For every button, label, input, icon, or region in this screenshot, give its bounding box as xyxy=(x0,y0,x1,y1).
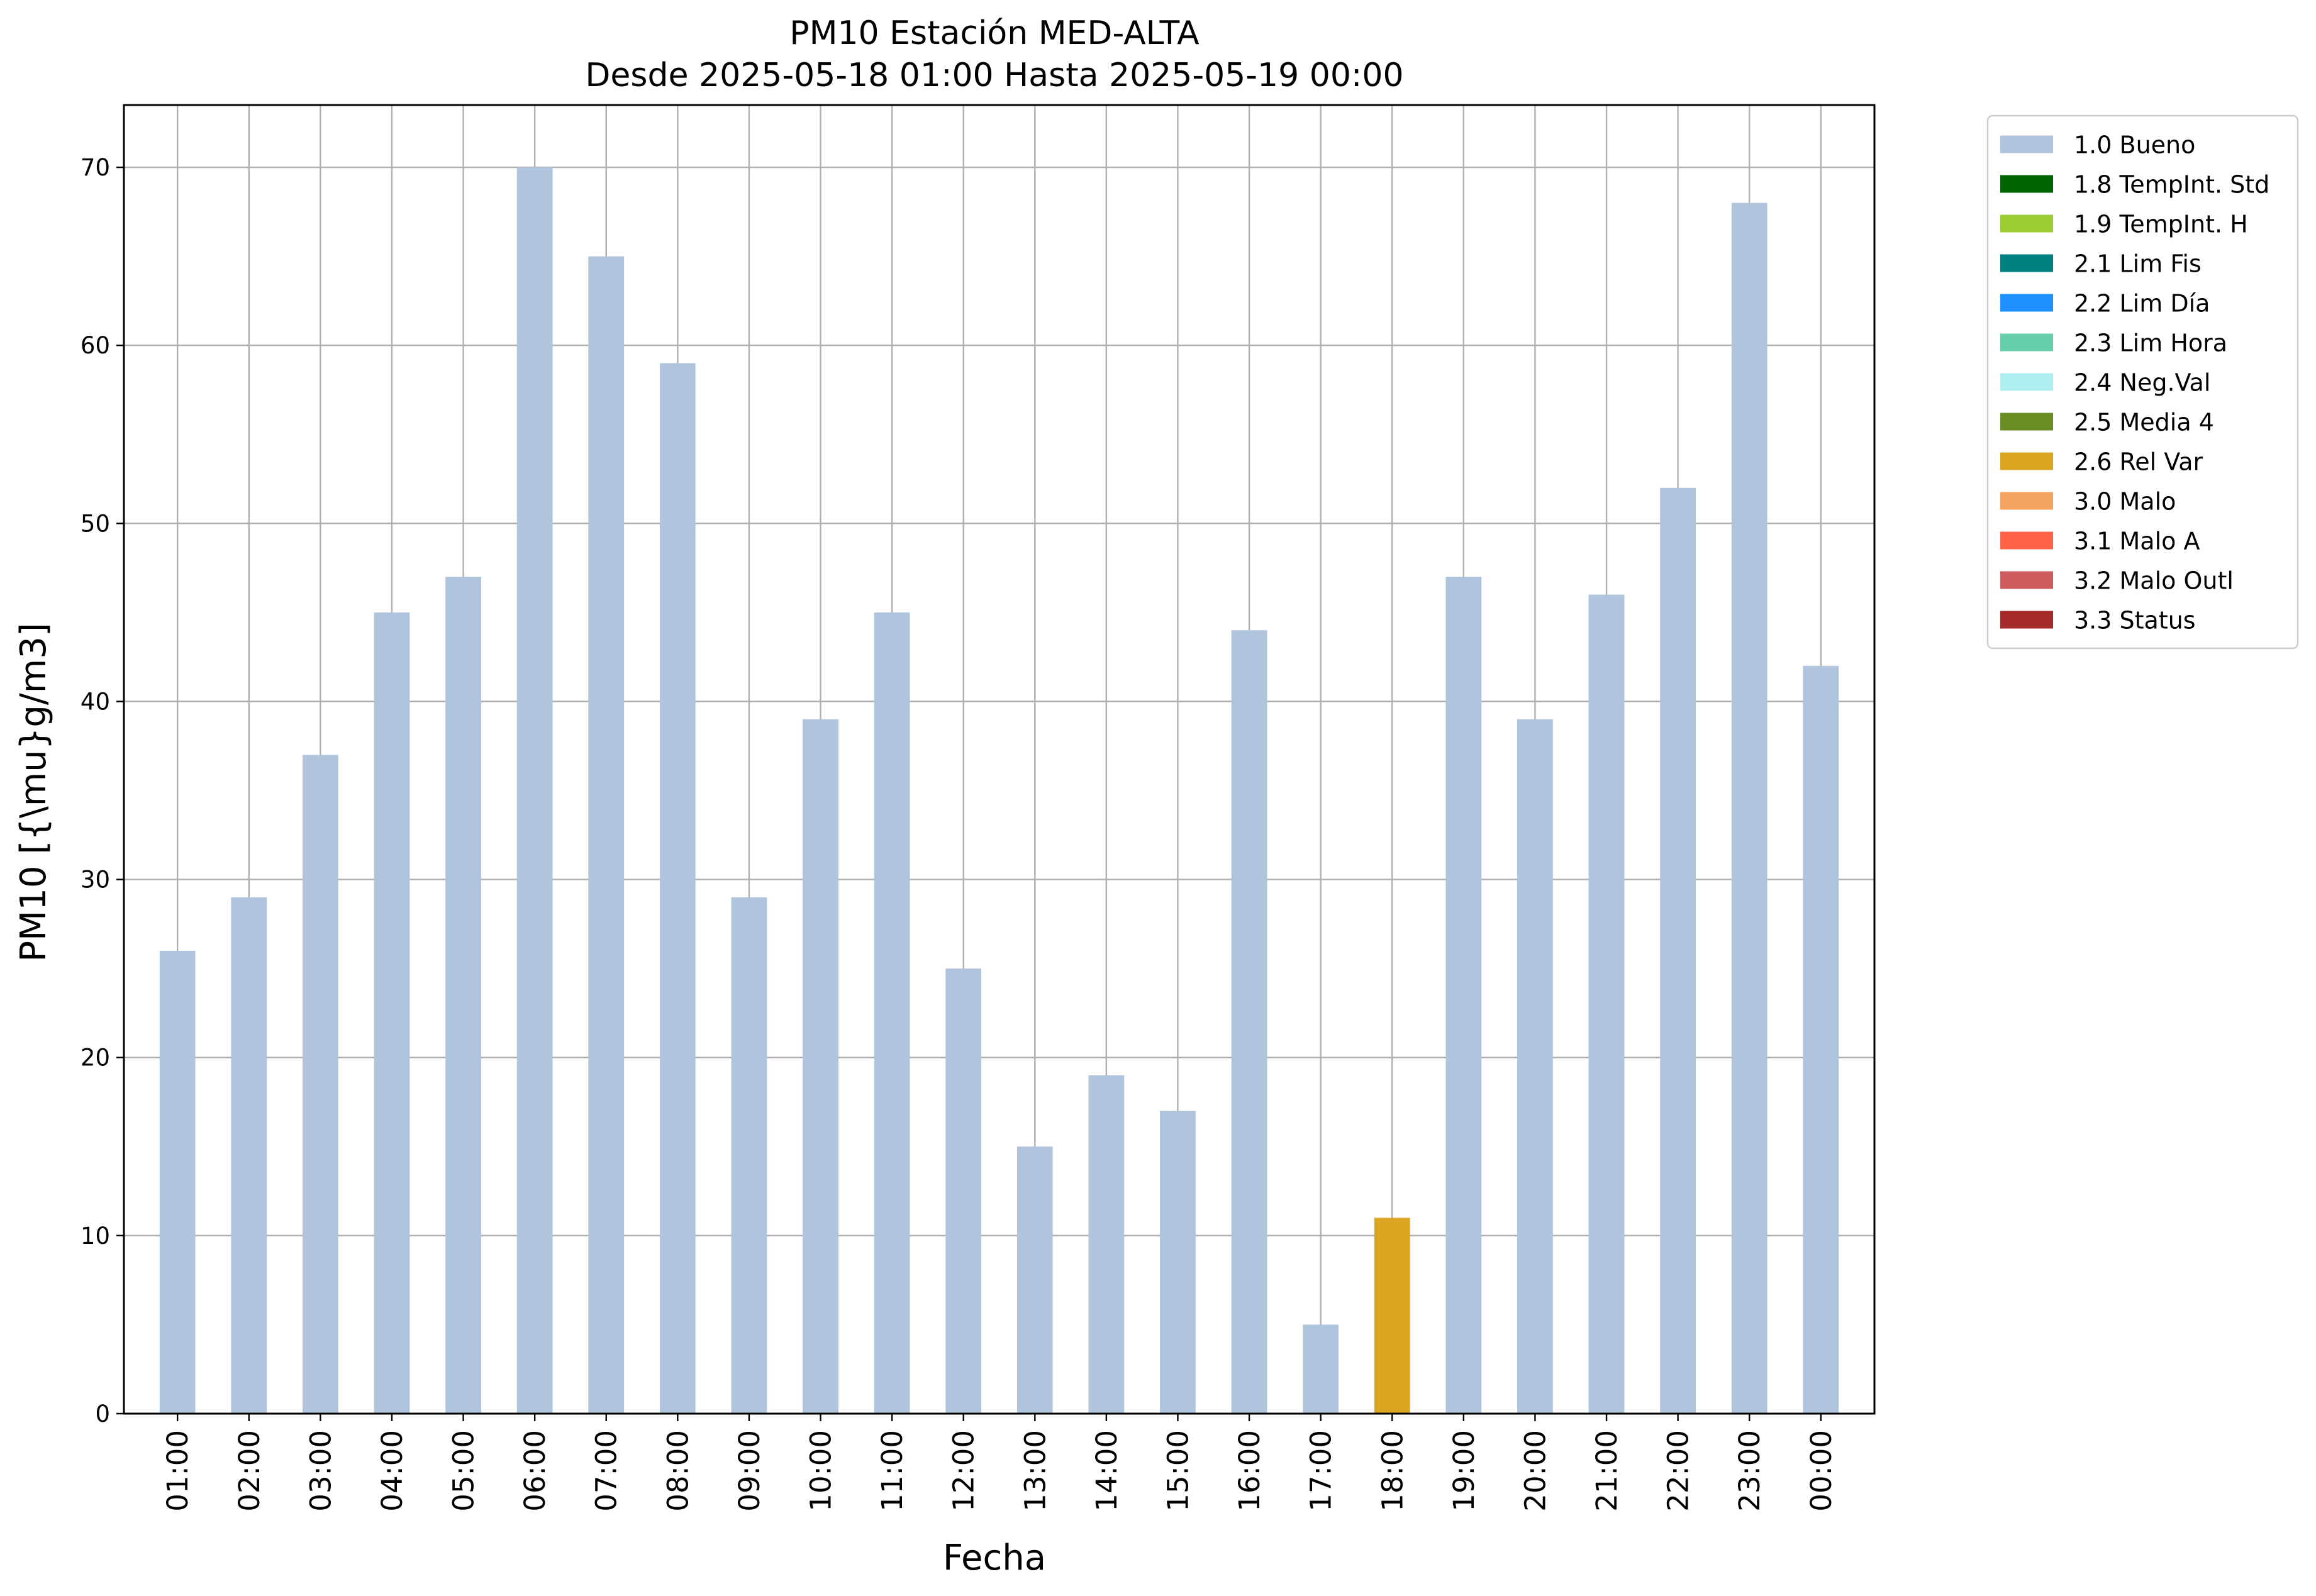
y-tick-label: 60 xyxy=(81,332,110,359)
bar-06:00 xyxy=(516,167,553,1414)
x-tick-label: 11:00 xyxy=(876,1430,909,1512)
bar-21:00 xyxy=(1588,594,1625,1414)
bar-15:00 xyxy=(1160,1111,1196,1414)
y-tick-label: 20 xyxy=(81,1045,110,1072)
legend-label: 1.9 TempInt. H xyxy=(2074,211,2248,238)
x-tick-label: 05:00 xyxy=(447,1430,481,1512)
legend-label: 1.8 TempInt. Std xyxy=(2074,171,2269,199)
x-tick-label: 21:00 xyxy=(1590,1430,1623,1512)
x-tick-label: 16:00 xyxy=(1233,1430,1266,1512)
bar-16:00 xyxy=(1231,630,1267,1414)
legend: 1.0 Bueno 1.8 TempInt. Std 1.9 TempInt. H 2… xyxy=(1986,114,2299,650)
legend-label: 3.1 Malo A xyxy=(2074,528,2200,555)
chart-subtitle: Desde 2025-05-18 01:00 Hasta 2025-05-19 … xyxy=(585,57,1403,94)
x-tick-label: 03:00 xyxy=(304,1430,337,1512)
x-tick-label: 04:00 xyxy=(376,1430,409,1512)
x-tick-label: 07:00 xyxy=(590,1430,623,1512)
x-tick-label: 10:00 xyxy=(804,1430,838,1512)
legend-label: 2.6 Rel Var xyxy=(2074,448,2203,476)
legend-swatch xyxy=(2000,492,2053,510)
bar-14:00 xyxy=(1088,1075,1125,1414)
bar-05:00 xyxy=(445,577,481,1414)
bar-09:00 xyxy=(731,897,767,1414)
bars xyxy=(159,167,1839,1414)
x-axis-ticks: 01:00 02:00 03:00 04:00 05:00 06:00 07:00 08:00… xyxy=(161,1414,1838,1512)
x-tick-label: 19:00 xyxy=(1447,1430,1481,1512)
bar-03:00 xyxy=(302,755,338,1414)
x-tick-label: 12:00 xyxy=(947,1430,981,1512)
x-tick-label: 09:00 xyxy=(733,1430,766,1512)
bar-22:00 xyxy=(1660,487,1696,1414)
legend-swatch xyxy=(2000,254,2053,272)
bar-10:00 xyxy=(803,719,838,1414)
legend-swatch xyxy=(2000,611,2053,629)
y-tick-label: 50 xyxy=(81,510,110,537)
legend-label: 3.0 Malo xyxy=(2074,488,2176,516)
y-tick-label: 70 xyxy=(81,154,110,181)
legend-label: 2.5 Media 4 xyxy=(2074,409,2214,436)
y-tick-label: 40 xyxy=(81,688,110,715)
legend-box xyxy=(1986,114,2299,650)
x-tick-label: 17:00 xyxy=(1305,1430,1338,1512)
x-tick-label: 15:00 xyxy=(1161,1430,1194,1512)
x-tick-label: 02:00 xyxy=(233,1430,266,1512)
x-axis-label: Fecha xyxy=(943,1538,1046,1578)
legend-label: 2.3 Lim Hora xyxy=(2074,330,2227,357)
legend-swatch xyxy=(2000,333,2053,352)
bar-00:00 xyxy=(1803,665,1839,1414)
bar-23:00 xyxy=(1731,202,1768,1414)
bar-08:00 xyxy=(659,363,696,1414)
legend-label: 2.1 Lim Fis xyxy=(2074,250,2202,278)
plot-frame xyxy=(123,104,1876,1415)
bar-17:00 xyxy=(1303,1324,1339,1414)
legend-label: 2.2 Lim Día xyxy=(2074,290,2210,318)
bar-11:00 xyxy=(874,612,910,1414)
x-tick-label: 01:00 xyxy=(161,1430,194,1512)
legend-label: 1.0 Bueno xyxy=(2074,131,2195,159)
legend-swatch xyxy=(2000,214,2053,233)
legend-swatch xyxy=(2000,175,2053,193)
bar-01:00 xyxy=(159,950,196,1414)
x-tick-label: 18:00 xyxy=(1376,1430,1409,1512)
y-tick-label: 0 xyxy=(95,1400,110,1427)
y-tick-label: 30 xyxy=(81,867,110,894)
x-tick-label: 22:00 xyxy=(1662,1430,1695,1512)
chart-title: PM10 Estación MED-ALTA xyxy=(789,14,1200,52)
legend-swatch xyxy=(2000,452,2053,470)
x-tick-label: 20:00 xyxy=(1518,1430,1552,1512)
legend-label: 3.2 Malo Outl xyxy=(2074,567,2234,595)
x-tick-label: 08:00 xyxy=(661,1430,694,1512)
bar-07:00 xyxy=(588,256,625,1414)
y-axis-ticks: 0 10 20 30 40 50 60 70 xyxy=(81,154,124,1427)
bar-18:00 xyxy=(1374,1217,1410,1414)
legend-swatch xyxy=(2000,294,2053,312)
bar-04:00 xyxy=(374,612,410,1414)
legend-swatch xyxy=(2000,571,2053,589)
y-axis-label: PM10 [{\mu}g/m3] xyxy=(13,623,54,962)
bar-02:00 xyxy=(231,897,267,1414)
bar-12:00 xyxy=(945,968,982,1414)
bar-19:00 xyxy=(1445,577,1482,1414)
legend-swatch xyxy=(2000,413,2053,431)
legend-swatch xyxy=(2000,135,2053,153)
bar-20:00 xyxy=(1517,719,1553,1414)
bar-13:00 xyxy=(1016,1146,1053,1414)
legend-swatch xyxy=(2000,531,2053,550)
x-tick-label: 00:00 xyxy=(1805,1430,1838,1512)
legend-label: 2.4 Neg.Val xyxy=(2074,369,2210,397)
y-tick-label: 10 xyxy=(81,1222,110,1250)
x-tick-label: 13:00 xyxy=(1018,1430,1052,1512)
legend-label: 3.3 Status xyxy=(2074,607,2196,635)
x-tick-label: 06:00 xyxy=(518,1430,552,1512)
legend-swatch xyxy=(2000,373,2053,391)
x-tick-label: 23:00 xyxy=(1733,1430,1766,1512)
x-tick-label: 14:00 xyxy=(1090,1430,1123,1512)
